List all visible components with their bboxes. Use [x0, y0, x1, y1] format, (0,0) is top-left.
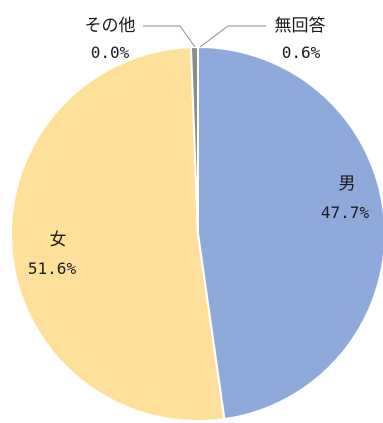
slice-label-no-answer: 無回答	[275, 16, 326, 36]
pie-slices	[10, 45, 383, 422]
slice-label-other: その他	[85, 16, 136, 36]
leader-line-other	[143, 25, 196, 48]
data-label-male: 47.7%	[321, 203, 370, 222]
data-label-other: 0.0%	[91, 43, 130, 62]
slice-label-male: 男	[339, 174, 356, 194]
slice-label-female: 女	[50, 230, 67, 250]
leader-lines	[143, 25, 266, 48]
leader-line-no-answer	[199, 25, 266, 48]
data-label-female: 51.6%	[28, 259, 77, 278]
pie-slice-male	[197, 45, 383, 421]
data-label-no-answer: 0.6%	[282, 43, 321, 62]
pie-slice-female	[10, 46, 226, 422]
